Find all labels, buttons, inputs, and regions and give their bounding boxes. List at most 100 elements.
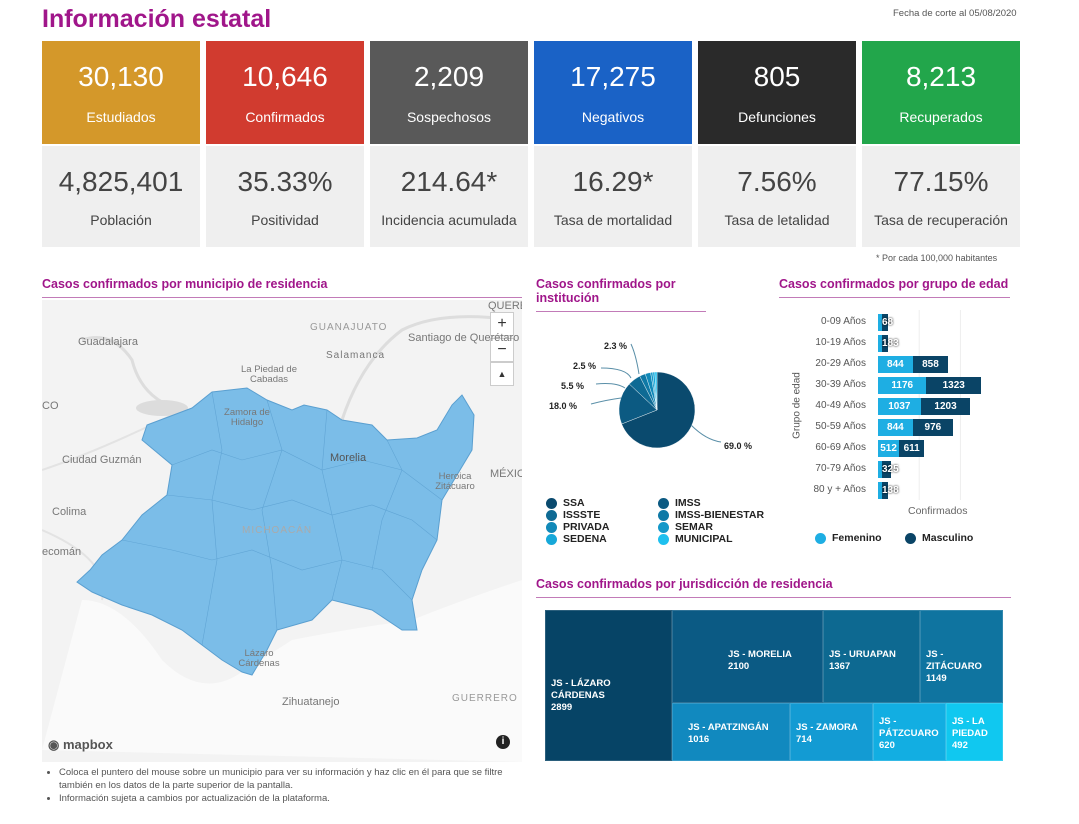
pie-label: 2.3 %	[604, 341, 628, 351]
stat-card[interactable]: 8,213 Recuperados 77.15% Tasa de recuperaci…	[862, 41, 1020, 247]
stat-label: Población	[90, 212, 152, 228]
treemap-name: JS - ZAMORA	[796, 722, 858, 733]
card-stat: 214.64* Incidencia acumulada	[370, 146, 528, 247]
map-label: Salamanca	[326, 350, 386, 361]
bar-femenino[interactable]: 844	[878, 419, 913, 436]
legend-label: Femenino	[832, 532, 882, 544]
pie-label: 5.5 %	[561, 381, 585, 391]
legend-label: Masculino	[922, 532, 974, 544]
bar-femenino[interactable]	[878, 482, 882, 499]
map-canvas[interactable]	[42, 300, 522, 762]
bar-femenino[interactable]	[878, 461, 882, 478]
info-icon[interactable]: i	[496, 735, 510, 749]
stat-card[interactable]: 2,209 Sospechosos 214.64* Incidencia acumul…	[370, 41, 528, 247]
treemap-name: JS - PÁTZCUARO	[879, 716, 939, 739]
legend-label: SEDENA	[563, 533, 607, 545]
card-header: 30,130 Estudiados	[42, 41, 200, 144]
bar-masculino[interactable]: 611	[899, 440, 925, 457]
age-category-label: 40-49 Años	[815, 400, 866, 411]
bar-femenino[interactable]: 512	[878, 440, 900, 457]
stat-card[interactable]: 805 Defunciones 7.56% Tasa de letalidad	[698, 41, 856, 247]
treemap-cell[interactable]: JS - URUAPAN 1367	[823, 610, 920, 703]
treemap-cell[interactable]: JS - PÁTZCUARO 620	[873, 703, 946, 761]
pie-slice-imss[interactable]	[618, 383, 658, 425]
mapbox-logo[interactable]: ◉ mapbox	[48, 737, 113, 752]
footnote: Información sujeta a cambios por actuali…	[59, 792, 515, 805]
bar-masculino[interactable]: 325	[882, 461, 899, 478]
map-label: La Piedad de Cabadas	[241, 364, 297, 385]
card-value: 17,275	[570, 61, 656, 92]
stat-value: 35.33%	[237, 166, 333, 197]
compass-button[interactable]: ▲	[490, 362, 514, 386]
legend-item[interactable]: PRIVADA	[546, 521, 609, 533]
treemap-value: 492	[952, 740, 968, 751]
map-label: GUANAJUATO	[310, 322, 388, 333]
age-legend-item[interactable]: Masculino	[905, 532, 973, 544]
pie-slice-ssa[interactable]	[621, 371, 696, 449]
bar-femenino[interactable]: 1037	[878, 398, 921, 415]
bar-femenino[interactable]: 844	[878, 356, 913, 373]
bar-masculino[interactable]: 183	[882, 335, 899, 352]
legend-item[interactable]: SEMAR	[658, 521, 713, 533]
treemap-cell[interactable]: JS - ZITÁCUARO 1149	[920, 610, 1003, 703]
legend-item[interactable]: SSA	[546, 497, 585, 509]
legend-item[interactable]: IMSS-BIENESTAR	[658, 509, 764, 521]
legend-item[interactable]: SEDENA	[546, 533, 607, 545]
legend-label: MUNICIPAL	[675, 533, 733, 545]
bar-femenino[interactable]	[878, 335, 882, 352]
municipality-map[interactable]: + − ▲ ◉ mapbox i GUANAJUATO Guadalajara Sa…	[42, 300, 522, 762]
stat-card[interactable]: 30,130 Estudiados 4,825,401 Población	[42, 41, 200, 247]
legend-item[interactable]: IMSS	[658, 497, 701, 509]
treemap-value: 2100	[728, 661, 750, 672]
legend-swatch	[658, 521, 669, 533]
mapbox-text: mapbox	[62, 737, 113, 752]
zoom-in-button[interactable]: +	[490, 312, 514, 336]
age-xlabel: Confirmados	[908, 505, 968, 517]
age-legend-item[interactable]: Femenino	[815, 532, 882, 544]
treemap-name: JS - APATZINGÁN	[688, 722, 769, 733]
card-label: Defunciones	[738, 109, 816, 125]
treemap-cell[interactable]: JS - LA PIEDAD 492	[946, 703, 1003, 761]
treemap-cell[interactable]: JS - ZAMORA 714	[790, 703, 873, 761]
pie-slice-municipal[interactable]	[654, 371, 658, 411]
bar-femenino[interactable]: 1176	[878, 377, 927, 394]
zoom-out-button[interactable]: −	[490, 338, 514, 362]
map-label: MÉXICO	[490, 468, 522, 480]
stat-value: 16.29*	[572, 166, 654, 197]
bar-masculino[interactable]: 858	[912, 356, 949, 373]
age-category-label: 70-79 Años	[815, 463, 866, 474]
map-label: QUERE	[488, 300, 522, 312]
stat-value: 7.56%	[737, 166, 817, 197]
treemap-name: JS - URUAPAN	[829, 649, 896, 660]
bar-masculino[interactable]: 138	[882, 482, 899, 499]
stat-value: 214.64*	[400, 166, 498, 197]
age-category-label: 30-39 Años	[815, 379, 866, 390]
card-label: Recuperados	[899, 109, 983, 125]
bar-masculino[interactable]: 976	[912, 419, 953, 436]
legend-item[interactable]: MUNICIPAL	[658, 533, 733, 545]
legend-item[interactable]: ISSSTE	[546, 509, 600, 521]
treemap-cell[interactable]: JS - LÁZARO CÁRDENAS 2899	[545, 610, 672, 761]
card-header: 2,209 Sospechosos	[370, 41, 528, 144]
card-label: Sospechosos	[406, 109, 492, 125]
legend-label: SSA	[563, 497, 585, 509]
bar-masculino[interactable]: 1203	[920, 398, 971, 415]
bar-femenino[interactable]	[878, 314, 882, 331]
stat-card[interactable]: 10,646 Confirmados 35.33% Positividad	[206, 41, 364, 247]
legend-label: SEMAR	[675, 521, 713, 533]
treemap-value: 1016	[688, 734, 710, 745]
map-label: Santiago de Querétaro	[408, 332, 520, 344]
treemap-cell[interactable]: JS - APATZINGÁN 1016	[672, 703, 790, 761]
stat-label: Positividad	[251, 212, 319, 228]
map-label: Lázaro Cárdenas	[238, 648, 280, 669]
bar-masculino[interactable]: 1323	[926, 377, 981, 394]
footnote: Coloca el puntero del mouse sobre un mun…	[59, 766, 515, 792]
jurisdiction-title: Casos confirmados por jurisdicción de re…	[536, 577, 1011, 598]
treemap-cell[interactable]: JS - MORELIA 2100	[672, 610, 823, 703]
legend-swatch	[658, 497, 669, 509]
pie-label: 18.0 %	[549, 401, 578, 411]
bar-masculino[interactable]: 68	[882, 314, 893, 331]
legend-swatch	[905, 532, 916, 544]
stat-card[interactable]: 17,275 Negativos 16.29* Tasa de mortalidad	[534, 41, 692, 247]
stat-value: 77.15%	[893, 166, 989, 197]
